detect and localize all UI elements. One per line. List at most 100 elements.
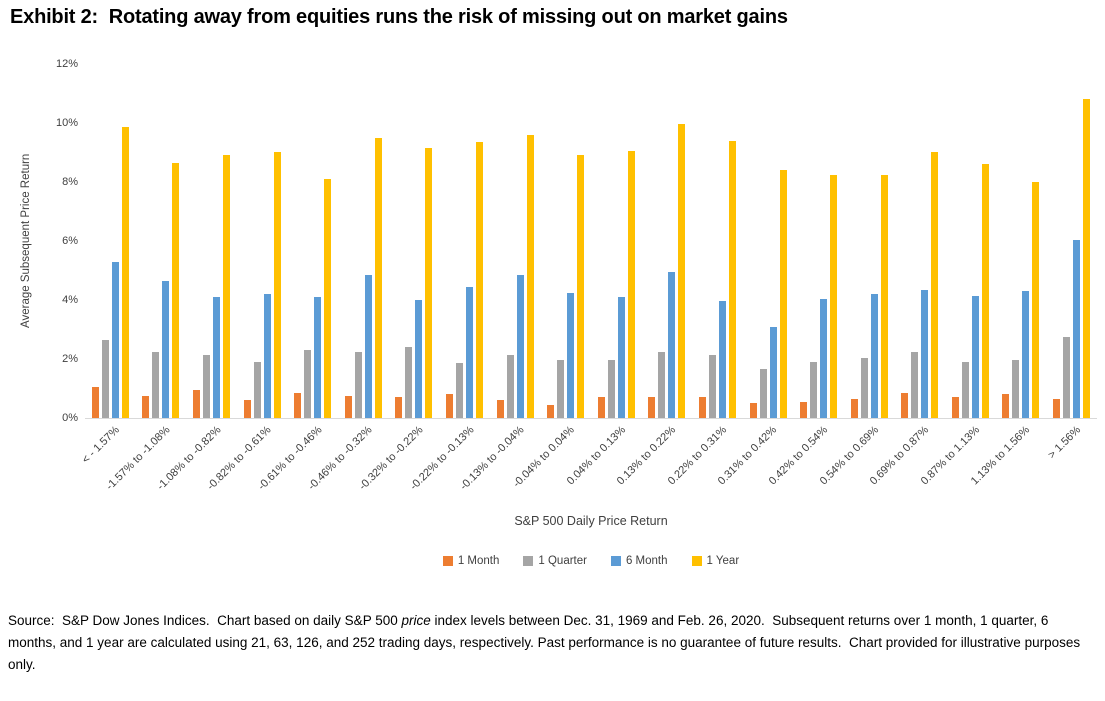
bar-1-quarter — [152, 352, 160, 418]
bar-1-month — [951, 397, 959, 418]
source-note-italic-word: price — [401, 613, 431, 628]
bar-1-quarter — [759, 369, 767, 418]
bar-1-quarter — [304, 350, 312, 418]
bar-1-year — [627, 151, 635, 418]
legend-marker-1-month — [442, 556, 453, 566]
bar-1-year — [172, 163, 180, 418]
bar-1-year — [577, 155, 585, 418]
y-tick-label: 6% — [62, 235, 78, 247]
bar-6-month — [971, 296, 979, 418]
bar-1-quarter — [961, 362, 969, 418]
bar-6-month — [364, 275, 372, 418]
y-tick-label: 10% — [55, 117, 78, 129]
source-note-text: Source: S&P Dow Jones Indices. Chart bas… — [8, 613, 402, 628]
bar-1-year — [273, 152, 281, 418]
bar-1-month — [597, 397, 605, 418]
bar-6-month — [415, 300, 423, 418]
y-tick-label: 2% — [62, 353, 78, 365]
legend-marker-1-quarter — [523, 556, 534, 566]
bar-1-quarter — [708, 355, 716, 418]
bar-group — [540, 64, 591, 418]
bar-1-year — [678, 124, 686, 418]
bar-1-year — [324, 179, 332, 418]
bar-1-year — [222, 155, 230, 418]
bar-group — [389, 64, 440, 418]
bar-1-month — [698, 397, 706, 418]
legend-label: 1 Month — [457, 555, 500, 567]
bar-group — [439, 64, 490, 418]
y-tick-label: 4% — [62, 294, 78, 306]
bar-1-quarter — [455, 363, 463, 418]
source-note-text: index levels between Dec. 31, 1969 and F… — [8, 613, 1084, 672]
bar-1-month — [496, 400, 504, 418]
bar-1-year — [475, 142, 483, 418]
bar-6-month — [769, 327, 777, 418]
bar-6-month — [567, 293, 575, 418]
bar-1-month — [294, 393, 302, 418]
bar-group — [1046, 64, 1097, 418]
bar-1-year — [981, 164, 989, 418]
bar-1-quarter — [354, 352, 362, 418]
legend-label: 6 Month — [625, 555, 668, 567]
bar-group — [85, 64, 136, 418]
bar-1-month — [901, 393, 909, 418]
bar-1-month — [800, 402, 808, 418]
bar-1-quarter — [860, 358, 868, 418]
bar-1-year — [121, 127, 129, 418]
bar-1-month — [648, 397, 656, 418]
bar-1-month — [445, 394, 453, 418]
legend-item-1-quarter: 1 Quarter — [523, 555, 587, 567]
bar-1-year — [779, 170, 787, 418]
plot-area — [85, 64, 1097, 419]
legend-item-1-year: 1 Year — [691, 555, 739, 567]
bar-1-year — [880, 175, 888, 418]
bar-6-month — [263, 294, 271, 418]
bar-group — [895, 64, 946, 418]
bar-group — [793, 64, 844, 418]
bar-1-quarter — [202, 355, 210, 418]
legend-marker-1-year — [691, 556, 702, 566]
bar-1-year — [728, 141, 736, 418]
bar-group — [287, 64, 338, 418]
bar-group — [743, 64, 794, 418]
bar-group — [490, 64, 541, 418]
bar-1-quarter — [810, 362, 818, 418]
bar-1-month — [749, 403, 757, 418]
bar-6-month — [870, 294, 878, 418]
y-tick-label: 0% — [62, 412, 78, 424]
bar-6-month — [111, 262, 119, 418]
y-tick-label: 8% — [62, 176, 78, 188]
bar-6-month — [212, 297, 220, 418]
bar-1-quarter — [557, 360, 565, 418]
bar-1-quarter — [658, 352, 666, 418]
bar-6-month — [718, 301, 726, 418]
bar-1-month — [1002, 394, 1010, 418]
legend: 1 Month 1 Quarter 6 Month 1 Year — [85, 555, 1097, 567]
bar-1-year — [830, 175, 838, 418]
bar-group — [136, 64, 187, 418]
bar-group — [945, 64, 996, 418]
exhibit-title: Exhibit 2: Rotating away from equities r… — [10, 6, 788, 28]
legend-item-6-month: 6 Month — [610, 555, 668, 567]
bar-1-month — [91, 387, 99, 418]
bar-1-month — [547, 405, 555, 418]
x-axis-title: S&P 500 Daily Price Return — [514, 514, 668, 528]
bar-6-month — [314, 297, 322, 418]
bar-6-month — [617, 297, 625, 418]
bar-1-year — [374, 138, 382, 418]
bar-1-month — [142, 396, 150, 418]
bar-6-month — [1022, 291, 1030, 418]
bar-1-quarter — [1063, 337, 1071, 418]
bar-1-year — [526, 135, 534, 418]
y-tick-label: 12% — [55, 58, 78, 70]
bar-1-quarter — [101, 340, 109, 418]
bar-group — [692, 64, 743, 418]
bar-1-month — [344, 396, 352, 418]
legend-item-1-month: 1 Month — [442, 555, 500, 567]
bar-6-month — [668, 272, 676, 418]
bar-group — [186, 64, 237, 418]
bar-1-month — [850, 399, 858, 418]
bar-1-year — [425, 148, 433, 418]
x-tick-label: < - 1.57% — [79, 424, 122, 466]
bar-1-month — [1053, 399, 1061, 418]
